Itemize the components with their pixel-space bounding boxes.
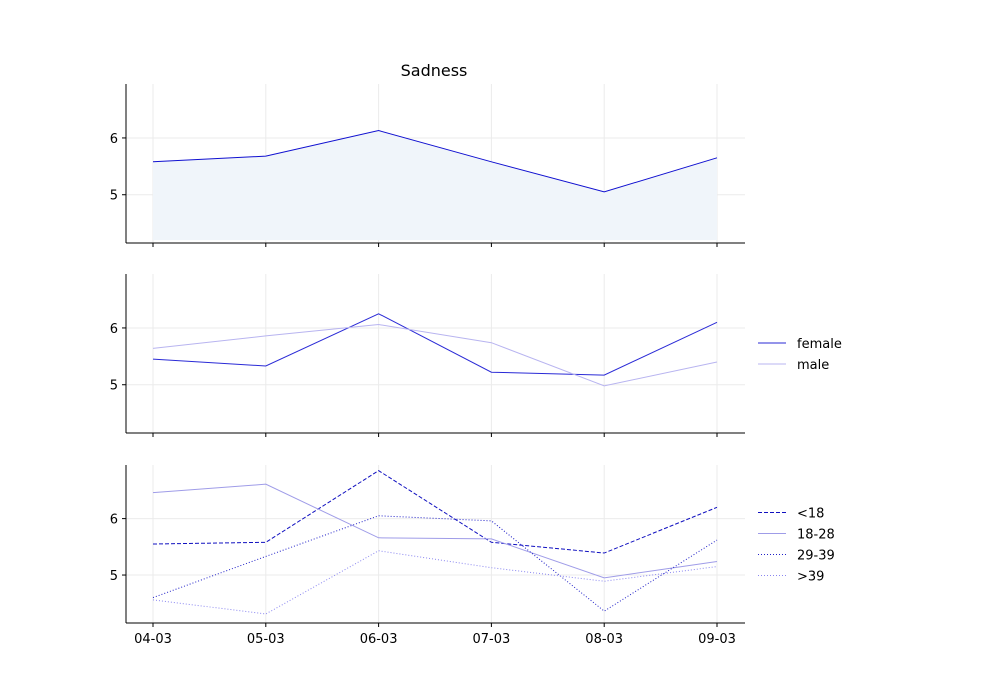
x-tick-label: 09-03 [698, 632, 736, 647]
y-tick-label: 5 [110, 379, 118, 394]
series-line-female [152, 313, 718, 376]
area-fill [153, 130, 717, 241]
legend-label: >39 [797, 570, 824, 585]
y-tick-label: 5 [110, 189, 118, 204]
panel-2: 5 6 female male [110, 274, 842, 437]
series-line->39 [152, 550, 718, 615]
x-tick-label: 08-03 [585, 632, 623, 647]
legend: female male [758, 337, 842, 373]
legend-label: <18 [797, 507, 824, 522]
legend-label: 18-28 [797, 528, 835, 543]
y-tick-label: 6 [110, 513, 118, 528]
series-line-29-39 [152, 515, 718, 612]
series-line-male [152, 324, 718, 387]
x-tick-label: 05-03 [247, 632, 285, 647]
y-tick-label: 5 [110, 569, 118, 584]
legend: <18 18-28 29-39 >39 [758, 507, 835, 585]
legend-label: female [797, 337, 842, 352]
series-line-<18 [152, 470, 718, 554]
panel-3: 5 6 04-03 05-03 06-03 07-03 08-03 09-03 <18 18-28… [110, 465, 835, 647]
x-tick-label: 04-03 [134, 632, 172, 647]
series-line-series-1 [152, 130, 718, 193]
series-line-18-28 [152, 483, 718, 579]
x-tick-label: 07-03 [473, 632, 511, 647]
legend-label: 29-39 [797, 549, 835, 564]
x-tick-label: 06-03 [360, 632, 398, 647]
legend-label: male [797, 358, 829, 373]
chart-title: Sadness [401, 61, 468, 80]
y-tick-label: 6 [110, 132, 118, 147]
panel-1: 56 [110, 84, 745, 247]
y-tick-label: 6 [110, 322, 118, 337]
